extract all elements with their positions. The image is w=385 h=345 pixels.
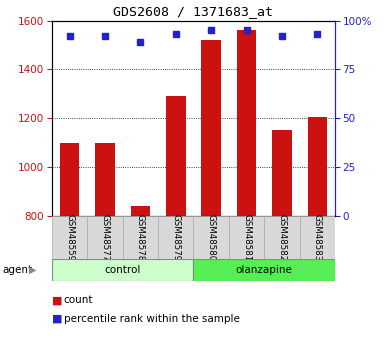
Text: ■: ■ — [52, 314, 62, 324]
Text: count: count — [64, 295, 93, 305]
Title: GDS2608 / 1371683_at: GDS2608 / 1371683_at — [114, 5, 273, 18]
Bar — [272, 130, 291, 216]
Bar — [193, 216, 229, 259]
Text: GSM48579: GSM48579 — [171, 214, 180, 261]
Text: GSM48559: GSM48559 — [65, 214, 74, 261]
Bar — [193, 259, 335, 281]
Bar — [300, 216, 335, 259]
Text: ■: ■ — [52, 295, 62, 305]
Text: ▶: ▶ — [29, 265, 37, 275]
Text: olanzapine: olanzapine — [236, 265, 293, 275]
Bar — [166, 96, 186, 216]
Bar — [237, 30, 256, 216]
Text: GSM48582: GSM48582 — [277, 214, 286, 261]
Bar — [52, 216, 87, 259]
Text: percentile rank within the sample: percentile rank within the sample — [64, 314, 239, 324]
Bar — [95, 142, 115, 216]
Bar — [264, 216, 300, 259]
Text: GSM48581: GSM48581 — [242, 214, 251, 261]
Text: GSM48578: GSM48578 — [136, 214, 145, 261]
Bar — [201, 40, 221, 216]
Bar — [308, 117, 327, 216]
Bar — [131, 206, 150, 216]
Text: GSM48580: GSM48580 — [207, 214, 216, 261]
Bar — [60, 142, 79, 216]
Bar — [87, 216, 123, 259]
Text: GSM48577: GSM48577 — [100, 214, 110, 261]
Bar — [158, 216, 193, 259]
Text: agent: agent — [2, 265, 32, 275]
Text: GSM48583: GSM48583 — [313, 214, 322, 261]
Text: control: control — [105, 265, 141, 275]
Bar — [52, 259, 193, 281]
Bar — [229, 216, 264, 259]
Bar — [123, 216, 158, 259]
